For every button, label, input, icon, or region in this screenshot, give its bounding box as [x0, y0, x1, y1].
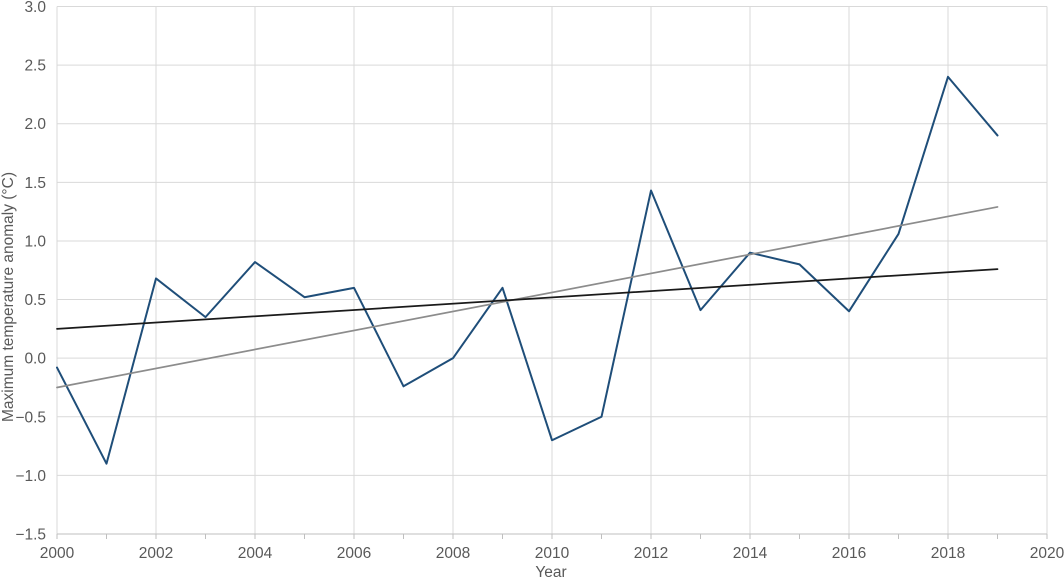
x-tick-label: 2006: [337, 545, 371, 562]
y-tick-label: 2.0: [24, 116, 46, 133]
y-tick-labels: 3.0 2.5 2.0 1.5 1.0 0.5 0.0 −0.5 −1.0 −1.5: [15, 0, 46, 544]
y-tick-label: 1.5: [24, 175, 46, 192]
y-tick-label: 1.0: [24, 233, 46, 250]
x-axis: [56, 533, 1048, 539]
vertical-gridlines: [56, 6, 1048, 534]
x-tick-label: 2012: [634, 545, 668, 562]
y-tick-label: 3.0: [24, 0, 46, 16]
y-tick-label: 2.5: [24, 58, 46, 75]
x-axis-title: Year: [535, 564, 566, 581]
x-tick-label: 2016: [832, 545, 866, 562]
y-tick-label: −0.5: [15, 409, 46, 426]
x-tick-labels: 2000 2002 2004 2006 2008 2010 2012 2014 2016 2018…: [40, 545, 1064, 562]
series-linear-trend-gray: [56, 206, 999, 389]
y-tick-label: −1.5: [15, 527, 46, 544]
x-tick-label: 2004: [238, 545, 273, 562]
x-tick-label: 2002: [139, 545, 173, 562]
x-tick-label: 2000: [40, 545, 75, 562]
y-tick-label: 0.0: [24, 351, 46, 368]
x-tick-label: 2014: [733, 545, 768, 562]
plot-series: [56, 75, 999, 465]
y-tick-label: −1.0: [15, 468, 46, 485]
x-tick-label: 2010: [535, 545, 570, 562]
x-tick-label: 2008: [436, 545, 470, 562]
series-reference-trend-black: [56, 268, 999, 330]
y-axis-title: Maximum temperature anomaly (°C): [0, 172, 17, 422]
y-tick-label: 0.5: [24, 292, 46, 309]
x-tick-label: 2018: [931, 545, 965, 562]
x-tick-label: 2020: [1030, 545, 1064, 562]
series-max-temperature-anomaly: [56, 75, 999, 465]
